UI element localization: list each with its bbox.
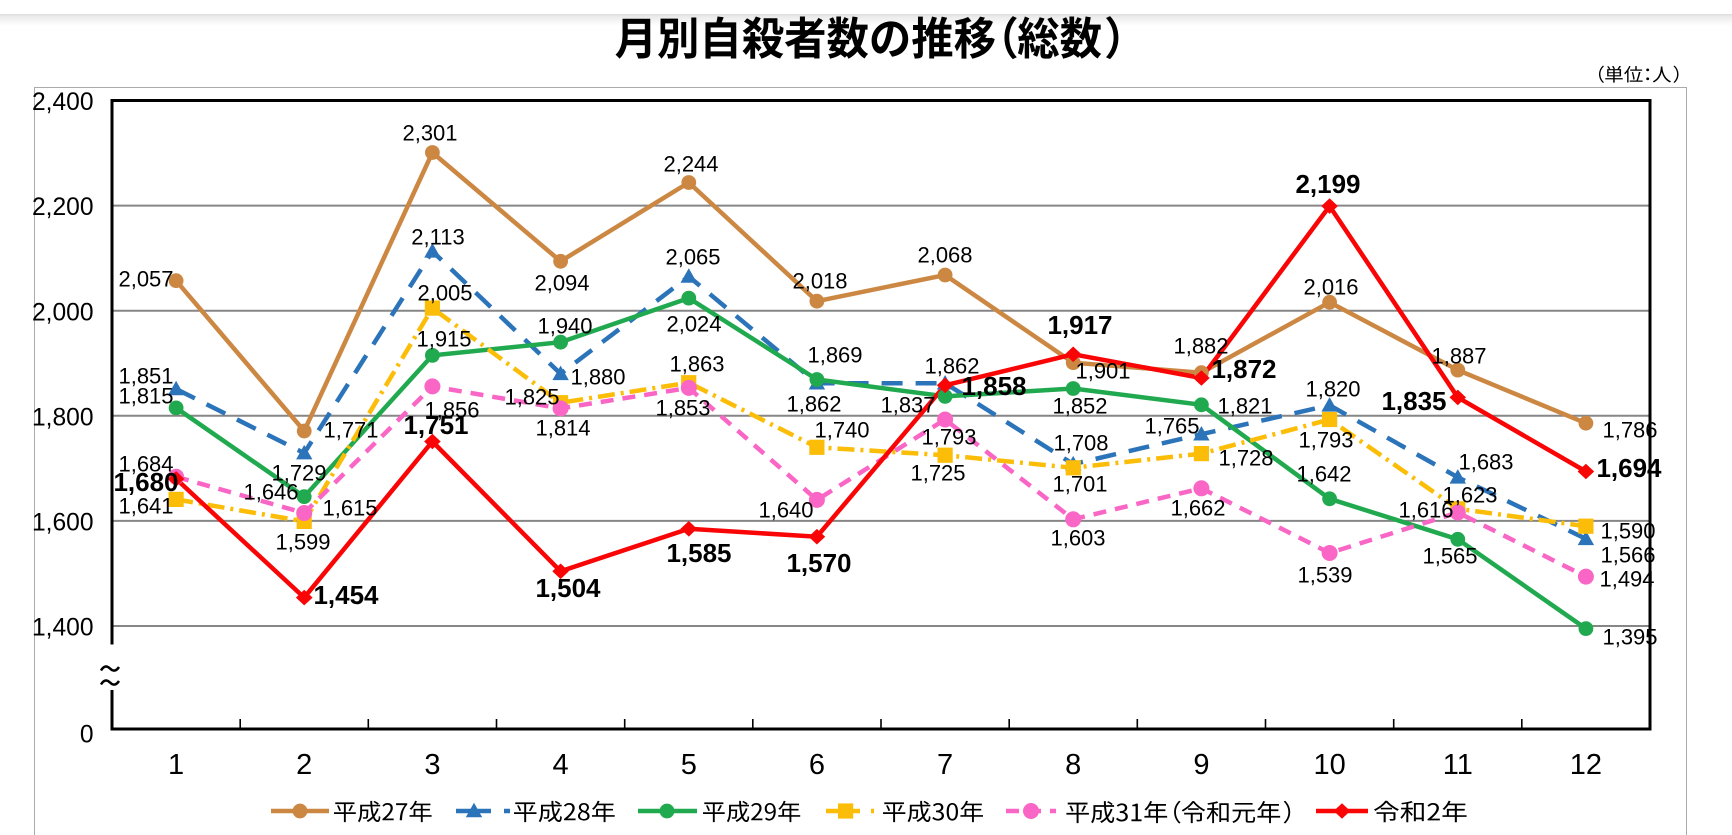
- svg-text:1,740: 1,740: [814, 418, 869, 443]
- svg-text:2,113: 2,113: [411, 225, 464, 250]
- svg-text:1,814: 1,814: [535, 416, 590, 441]
- svg-text:1,771: 1,771: [323, 418, 378, 443]
- svg-text:1,917: 1,917: [1047, 310, 1112, 340]
- svg-text:6: 6: [809, 749, 825, 781]
- svg-text:2,068: 2,068: [917, 243, 972, 268]
- svg-text:1,585: 1,585: [666, 538, 731, 568]
- svg-text:11: 11: [1443, 749, 1473, 781]
- svg-text:12: 12: [1570, 749, 1602, 781]
- svg-text:2,016: 2,016: [1303, 275, 1358, 300]
- svg-text:1,708: 1,708: [1053, 431, 1108, 456]
- svg-text:1,590: 1,590: [1600, 519, 1655, 544]
- svg-text:1,566: 1,566: [1600, 543, 1655, 568]
- svg-text:1,851: 1,851: [118, 364, 173, 389]
- svg-text:2,244: 2,244: [663, 152, 718, 177]
- svg-text:1,765: 1,765: [1144, 414, 1199, 439]
- svg-text:1,915: 1,915: [416, 327, 471, 352]
- svg-text:2: 2: [296, 749, 312, 781]
- svg-text:1,852: 1,852: [1052, 394, 1107, 419]
- svg-text:2,301: 2,301: [402, 121, 457, 146]
- svg-text:1,786: 1,786: [1602, 418, 1657, 443]
- svg-text:1,640: 1,640: [758, 498, 813, 523]
- svg-text:1,862: 1,862: [924, 354, 979, 379]
- svg-text:1,683: 1,683: [1458, 450, 1513, 475]
- svg-text:1,825: 1,825: [504, 385, 559, 410]
- svg-text:2,024: 2,024: [666, 312, 721, 337]
- svg-text:1,662: 1,662: [1170, 496, 1225, 521]
- svg-text:1,793: 1,793: [921, 425, 976, 450]
- svg-text:2,200: 2,200: [32, 194, 94, 221]
- svg-text:2,000: 2,000: [32, 299, 94, 326]
- svg-text:8: 8: [1065, 749, 1081, 781]
- svg-text:1,835: 1,835: [1381, 386, 1446, 416]
- svg-text:7: 7: [937, 749, 953, 781]
- svg-text:2,199: 2,199: [1295, 169, 1360, 199]
- svg-text:1: 1: [168, 749, 184, 781]
- svg-text:1,793: 1,793: [1298, 428, 1353, 453]
- svg-text:1,858: 1,858: [961, 371, 1026, 401]
- svg-text:1,600: 1,600: [32, 510, 94, 537]
- svg-text:1,869: 1,869: [807, 343, 862, 368]
- svg-text:2,005: 2,005: [417, 281, 472, 306]
- svg-text:1,603: 1,603: [1050, 526, 1105, 551]
- svg-text:1,800: 1,800: [32, 404, 94, 431]
- svg-text:1,570: 1,570: [786, 548, 851, 578]
- svg-text:1,694: 1,694: [1596, 453, 1662, 483]
- svg-text:1,395: 1,395: [1602, 625, 1657, 650]
- svg-text:1,623: 1,623: [1442, 483, 1497, 508]
- svg-text:1,565: 1,565: [1422, 544, 1477, 569]
- svg-text:1,751: 1,751: [403, 410, 468, 440]
- svg-text:1,728: 1,728: [1218, 446, 1273, 471]
- svg-text:0: 0: [80, 721, 94, 748]
- svg-text:1,504: 1,504: [535, 573, 601, 603]
- svg-text:1,729: 1,729: [271, 461, 326, 486]
- svg-text:2,400: 2,400: [32, 89, 94, 116]
- svg-text:1,820: 1,820: [1305, 377, 1360, 402]
- svg-text:3: 3: [424, 749, 440, 781]
- svg-text:1,400: 1,400: [32, 615, 94, 642]
- svg-text:1,684: 1,684: [118, 452, 173, 477]
- svg-text:1,454: 1,454: [313, 580, 379, 610]
- svg-text:1,862: 1,862: [786, 392, 841, 417]
- svg-text:1,616: 1,616: [1398, 498, 1453, 523]
- svg-text:1,880: 1,880: [570, 365, 625, 390]
- svg-text:2,065: 2,065: [665, 245, 720, 270]
- svg-text:1,853: 1,853: [655, 396, 710, 421]
- svg-text:1,539: 1,539: [1297, 563, 1352, 588]
- svg-text:1,882: 1,882: [1173, 334, 1228, 359]
- svg-text:1,856: 1,856: [424, 398, 479, 423]
- svg-text:2,094: 2,094: [534, 271, 589, 296]
- svg-text:1,863: 1,863: [669, 352, 724, 377]
- svg-text:1,642: 1,642: [1296, 462, 1351, 487]
- svg-text:4: 4: [553, 749, 569, 781]
- svg-text:1,701: 1,701: [1052, 472, 1107, 497]
- svg-text:1,725: 1,725: [910, 461, 965, 486]
- svg-text:1,646: 1,646: [243, 480, 298, 505]
- svg-text:1,837: 1,837: [880, 393, 935, 418]
- svg-text:2,018: 2,018: [792, 269, 847, 294]
- svg-text:1,599: 1,599: [275, 530, 330, 555]
- svg-text:1,494: 1,494: [1599, 567, 1654, 592]
- svg-text:1,901: 1,901: [1075, 359, 1130, 384]
- svg-text:1,641: 1,641: [118, 494, 173, 519]
- svg-text:1,815: 1,815: [118, 384, 173, 409]
- svg-text:1,615: 1,615: [322, 496, 377, 521]
- svg-text:9: 9: [1193, 749, 1209, 781]
- svg-text:5: 5: [681, 749, 697, 781]
- svg-text:1,940: 1,940: [537, 314, 592, 339]
- svg-text:1,680: 1,680: [113, 467, 178, 497]
- svg-text:1,887: 1,887: [1431, 344, 1486, 369]
- svg-text:1,821: 1,821: [1217, 394, 1272, 419]
- svg-text:2,057: 2,057: [118, 267, 173, 292]
- svg-text:1,872: 1,872: [1211, 354, 1276, 384]
- svg-text:10: 10: [1313, 749, 1345, 781]
